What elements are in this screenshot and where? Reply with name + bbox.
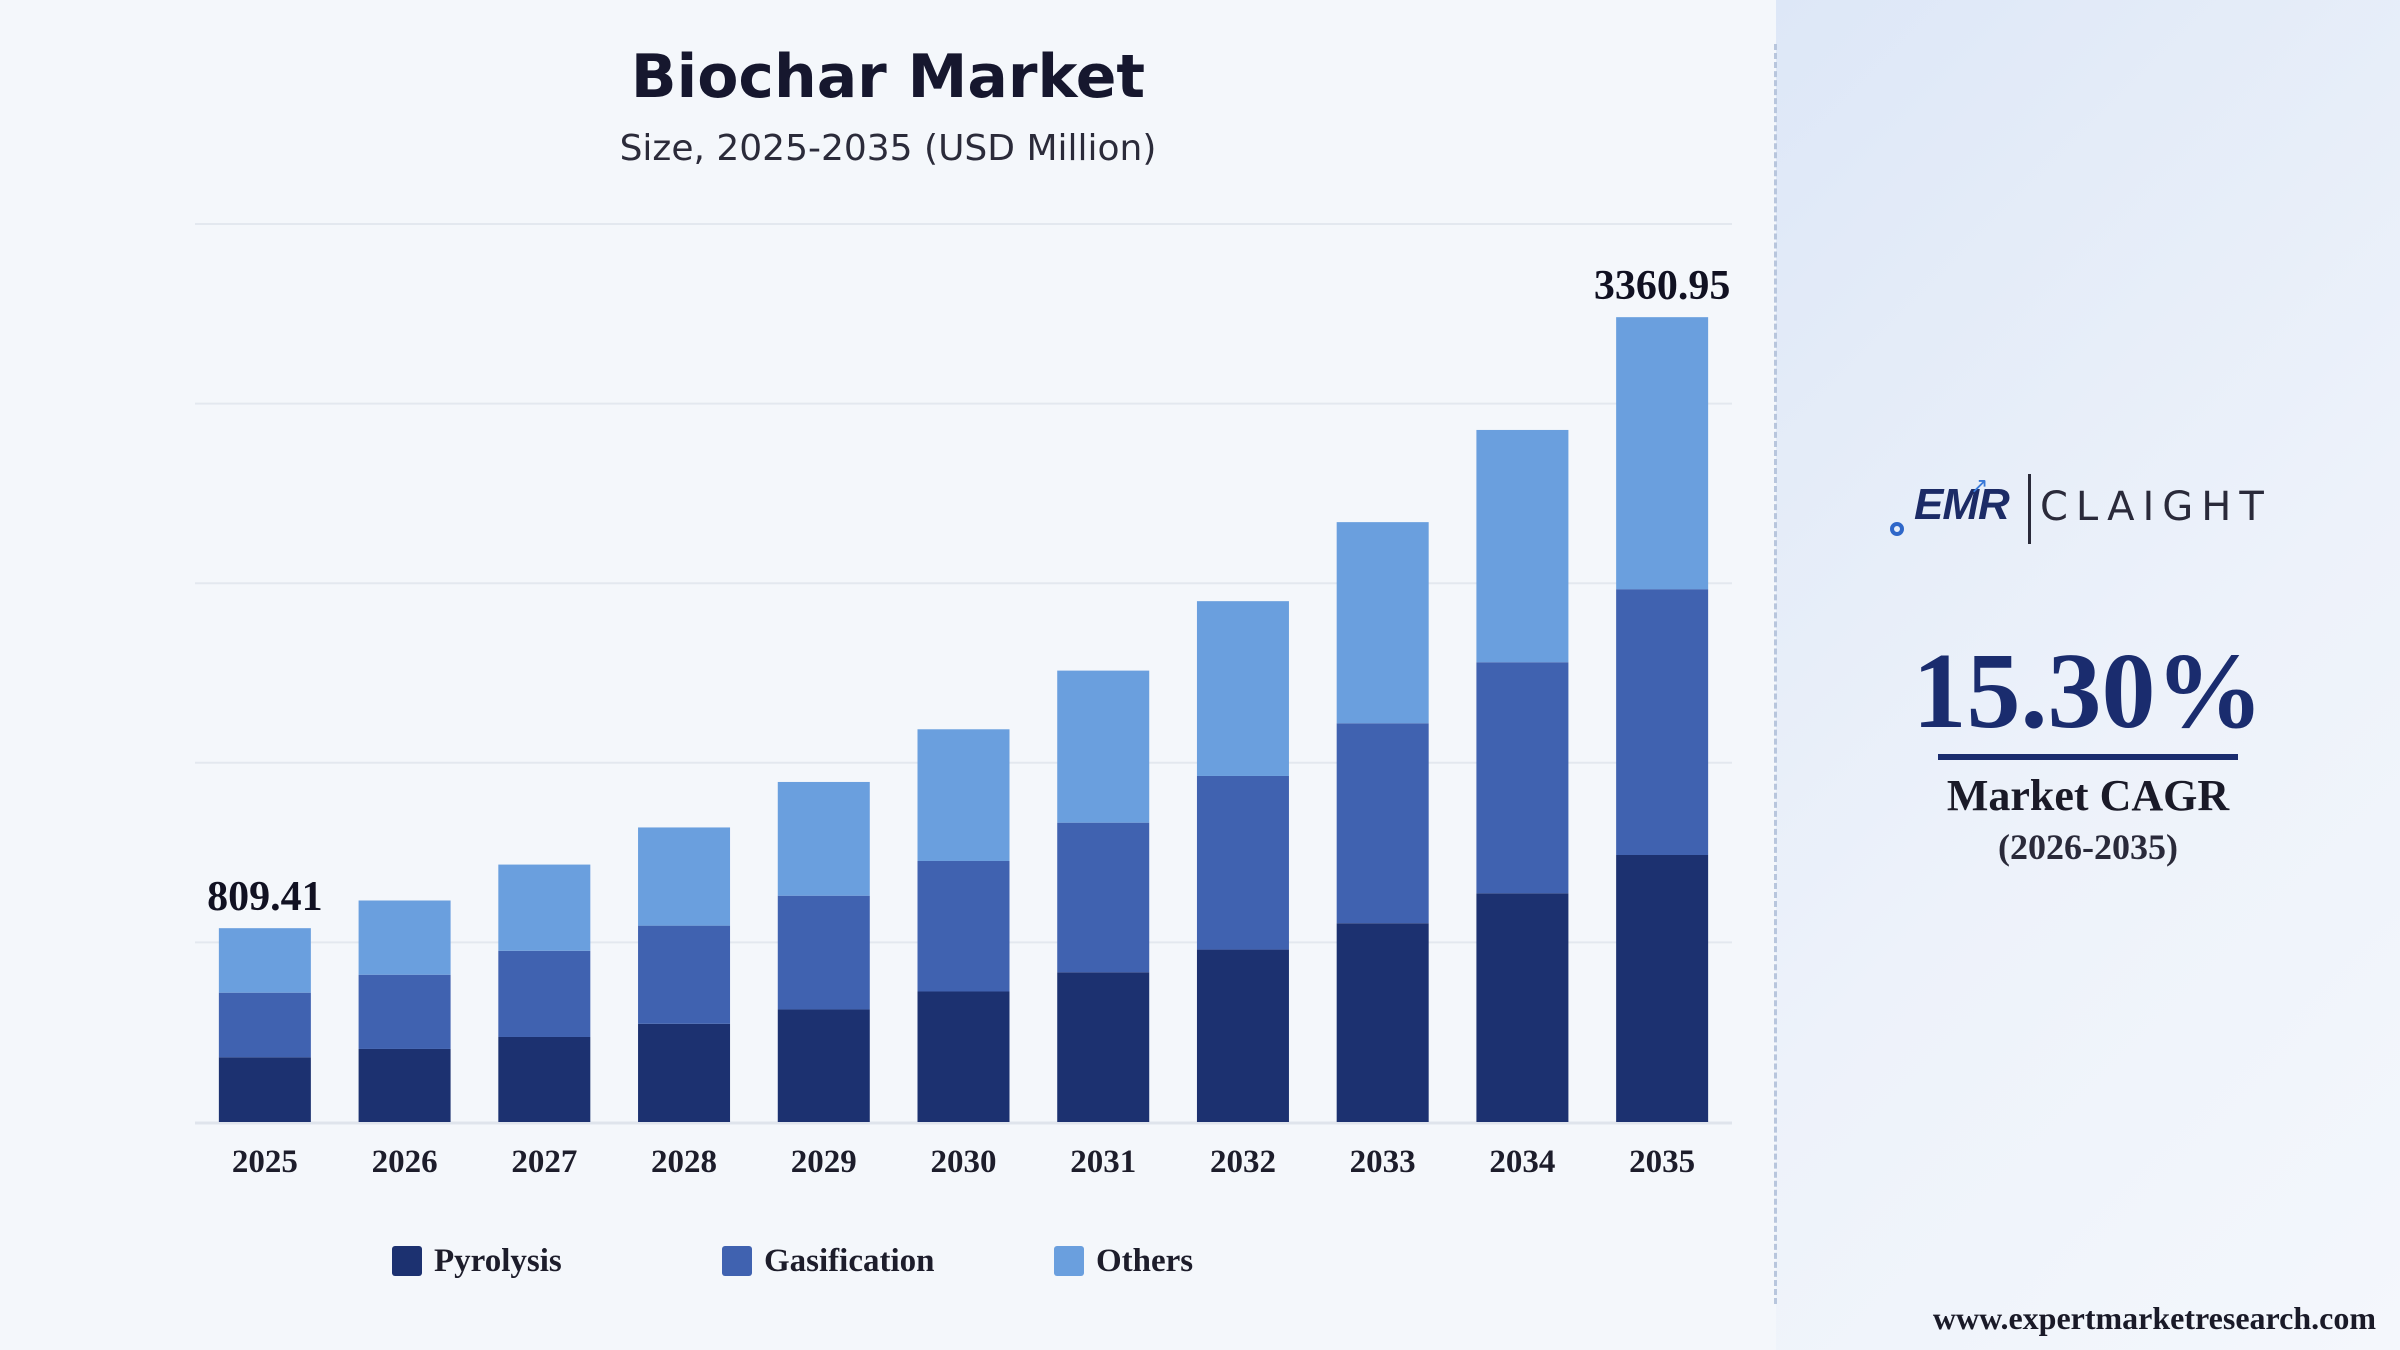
bar-others-2031 (1057, 670, 1150, 823)
x-tick-label: 2026 (372, 1144, 438, 1180)
legend-label: Others (1096, 1242, 1194, 1279)
chart-title: Biochar Market (630, 42, 1146, 112)
legend-item-pyrolysis: Pyrolysis (392, 1236, 562, 1286)
cagr-label: Market CAGR (1946, 771, 2230, 820)
bar-others-2029 (777, 781, 870, 896)
x-tick-label: 2032 (1210, 1144, 1276, 1180)
bar-gasification-2029 (777, 895, 870, 1010)
bar-gasification-2032 (1196, 775, 1289, 950)
emr-claight-logo: EMR ↗ CLAIGHT (1890, 470, 2290, 550)
x-tick-label: 2027 (511, 1144, 577, 1180)
bar-pyrolysis-2031 (1057, 972, 1150, 1122)
bar-pyrolysis-2028 (638, 1023, 731, 1122)
data-label-2035: 3360.95 (1594, 263, 1731, 309)
bar-gasification-2034 (1476, 662, 1569, 894)
x-tick-label: 2030 (931, 1144, 997, 1180)
bar-gasification-2030 (917, 860, 1010, 992)
bar-gasification-2033 (1336, 723, 1429, 924)
bar-gasification-2031 (1057, 822, 1150, 973)
logo-claight-text: CLAIGHT (2040, 484, 2272, 530)
bar-gasification-2025 (218, 992, 311, 1058)
bar-gasification-2028 (638, 925, 731, 1024)
logo-dot-icon (1890, 522, 1904, 536)
bar-pyrolysis-2034 (1476, 893, 1569, 1122)
cagr-value: 15.30% (1912, 632, 2264, 751)
bar-others-2025 (218, 928, 311, 993)
legend-swatch (722, 1246, 752, 1276)
panel-divider (1774, 44, 1777, 1304)
data-label-2025: 809.41 (207, 874, 323, 920)
legend-swatch (392, 1246, 422, 1276)
logo-emr-text: EMR (1914, 480, 2010, 529)
bar-pyrolysis-2030 (917, 991, 1010, 1122)
legend-swatch (1054, 1246, 1084, 1276)
bar-others-2028 (638, 827, 731, 926)
legend-item-gasification: Gasification (722, 1236, 935, 1286)
chart-legend: Pyrolysis Gasification Others (0, 1236, 1776, 1286)
side-panel (1776, 0, 2400, 1350)
bar-pyrolysis-2025 (218, 1057, 311, 1122)
x-tick-label: 2033 (1350, 1144, 1416, 1180)
logo-arrow-icon: ↗ (1970, 474, 1989, 499)
chart-subtitle: Size, 2025-2035 (USD Million) (619, 128, 1157, 169)
legend-label: Gasification (764, 1242, 935, 1279)
legend-item-others: Others (1054, 1236, 1193, 1286)
cagr-period: (2026-2035) (1998, 827, 2178, 867)
bar-others-2032 (1196, 601, 1289, 776)
x-tick-label: 2031 (1070, 1144, 1136, 1180)
bar-others-2034 (1476, 429, 1569, 663)
bar-pyrolysis-2027 (498, 1036, 591, 1122)
cagr-underline (1938, 754, 2238, 760)
x-tick-label: 2029 (791, 1144, 857, 1180)
website-link[interactable]: www.expertmarketresearch.com (1932, 1300, 2376, 1336)
x-tick-label: 2028 (651, 1144, 717, 1180)
bar-others-2030 (917, 729, 1010, 861)
x-tick-label: 2035 (1629, 1144, 1695, 1180)
x-tick-label: 2025 (232, 1144, 298, 1180)
bar-gasification-2026 (358, 974, 451, 1049)
bar-pyrolysis-2029 (777, 1009, 870, 1122)
bar-pyrolysis-2026 (358, 1048, 451, 1122)
stacked-bar-chart: 2025 2026 2027 2028 2029 2030 2031 2032 2033 2034… (195, 223, 1732, 1180)
bar-others-2027 (498, 864, 591, 951)
x-tick-label: 2034 (1489, 1144, 1555, 1180)
bar-gasification-2035 (1616, 589, 1709, 855)
bar-others-2035 (1616, 317, 1709, 590)
legend-label: Pyrolysis (434, 1242, 562, 1279)
bar-others-2026 (358, 900, 451, 975)
bar-pyrolysis-2032 (1196, 949, 1289, 1122)
bar-gasification-2027 (498, 950, 591, 1037)
bar-pyrolysis-2035 (1616, 854, 1709, 1122)
bar-pyrolysis-2033 (1336, 923, 1429, 1122)
logo-separator (2028, 474, 2031, 544)
bar-others-2033 (1336, 522, 1429, 724)
